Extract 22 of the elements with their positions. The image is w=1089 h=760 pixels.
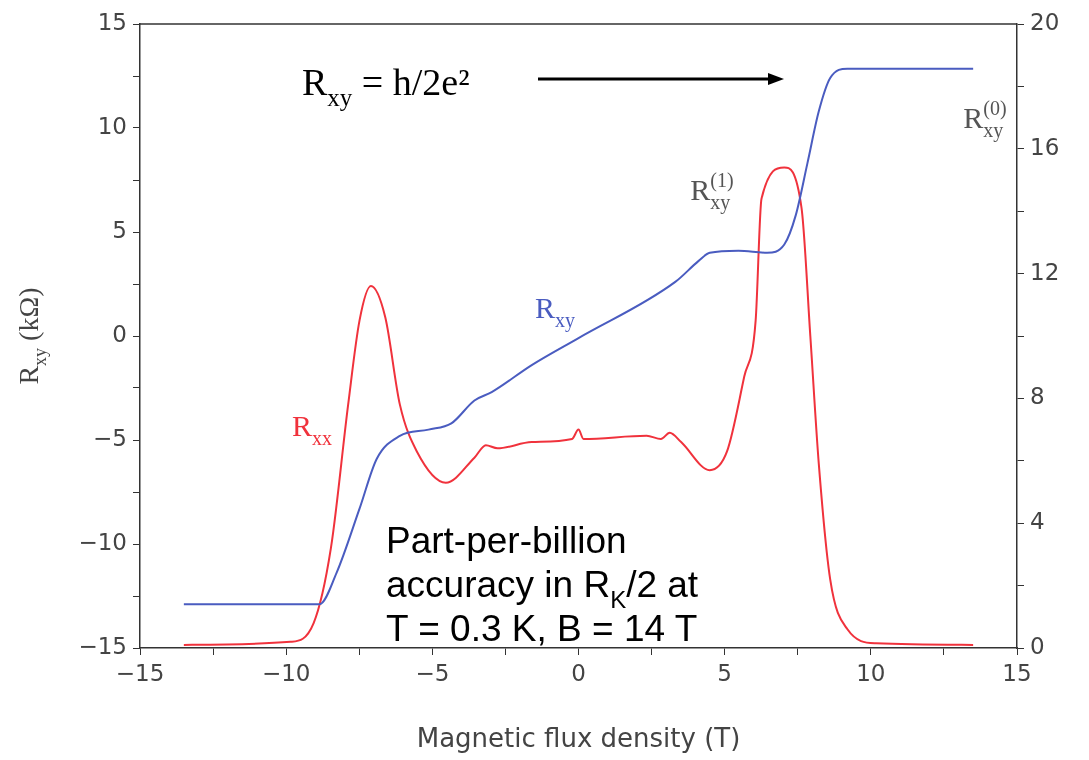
- y2-tick-label: 16: [1030, 133, 1060, 160]
- y-tick-label: −15: [78, 632, 127, 659]
- y2-tick-label: 4: [1030, 508, 1045, 535]
- x-tick-label: 5: [717, 659, 732, 686]
- x-tick-label: 15: [1002, 659, 1032, 686]
- y2-tick-label: 20: [1030, 8, 1060, 35]
- x-tick-label: 10: [856, 659, 886, 686]
- y2-tick-label: 8: [1030, 383, 1045, 410]
- y-tick-label: 5: [112, 216, 127, 243]
- y-tick-label: 10: [97, 112, 127, 139]
- x-axis-title: Magnetic flux density (T): [416, 723, 741, 754]
- x-tick-label: −5: [415, 659, 450, 686]
- y2-tick-label: 0: [1030, 632, 1045, 659]
- line-series: [182, 166, 975, 646]
- x-tick-label: 0: [571, 659, 586, 686]
- y-tick-label: 15: [97, 8, 127, 35]
- y-tick-label: −10: [78, 528, 127, 555]
- y-tick-label: 0: [112, 320, 127, 347]
- y2-tick-label: 12: [1030, 258, 1060, 285]
- x-tick-label: −10: [261, 659, 311, 686]
- y-axis-title: Rxy (kΩ): [13, 287, 51, 385]
- y-tick-label: −5: [93, 424, 127, 451]
